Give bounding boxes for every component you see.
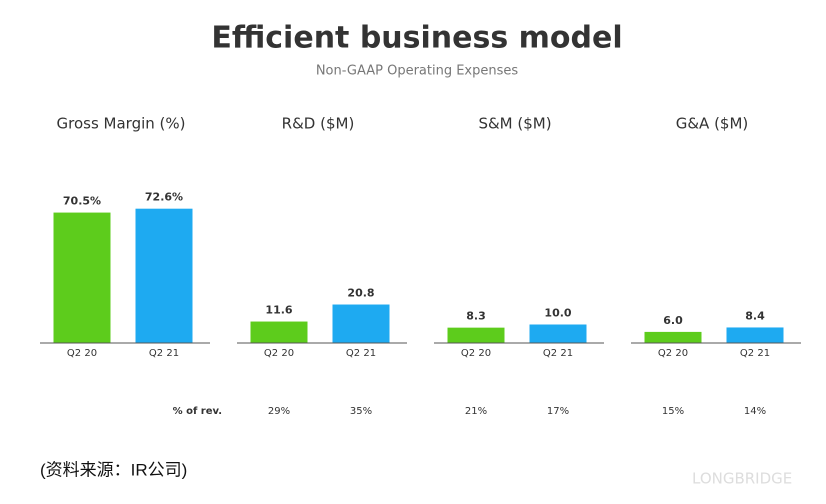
x-tick-label: Q2 20 [264,348,294,359]
value-label: 8.3 [466,310,486,323]
value-label: 8.4 [745,309,765,322]
chart-title: G&A ($M) [676,115,749,133]
chart-title: R&D ($M) [282,115,355,133]
x-tick-label: Q2 20 [67,348,97,359]
x-tick-label: Q2 21 [346,348,376,359]
value-label: 70.5% [63,195,101,208]
page-title: Efficient business model [211,21,622,56]
value-label: 10.0 [544,307,571,320]
bar [135,208,193,343]
bar [53,212,111,343]
watermark: LONGBRIDGE [692,470,792,488]
x-tick-label: Q2 21 [740,348,770,359]
value-label: 72.6% [145,191,183,204]
pct-of-rev: 17% [547,406,569,417]
pct-of-rev: 35% [350,406,372,417]
value-label: 6.0 [663,314,683,327]
bar [332,304,390,343]
chart-title: Gross Margin (%) [57,115,186,133]
x-tick-label: Q2 20 [461,348,491,359]
bar [447,327,505,343]
bar [529,324,587,343]
pct-of-rev: 29% [268,406,290,417]
x-tick-label: Q2 21 [543,348,573,359]
page-subtitle: Non-GAAP Operating Expenses [316,64,519,79]
pct-of-rev: 15% [662,406,684,417]
pct-of-rev: 14% [744,406,766,417]
x-tick-label: Q2 20 [658,348,688,359]
bar [644,331,702,343]
bar [726,327,784,343]
source: (资料来源：IR公司) [40,460,187,479]
pct-of-rev: 21% [465,406,487,417]
chart-title: S&M ($M) [478,115,551,133]
value-label: 11.6 [265,304,292,317]
bar [250,321,308,343]
value-label: 20.8 [347,287,374,300]
pct-row-label: % of rev. [173,406,222,417]
x-tick-label: Q2 21 [149,348,179,359]
